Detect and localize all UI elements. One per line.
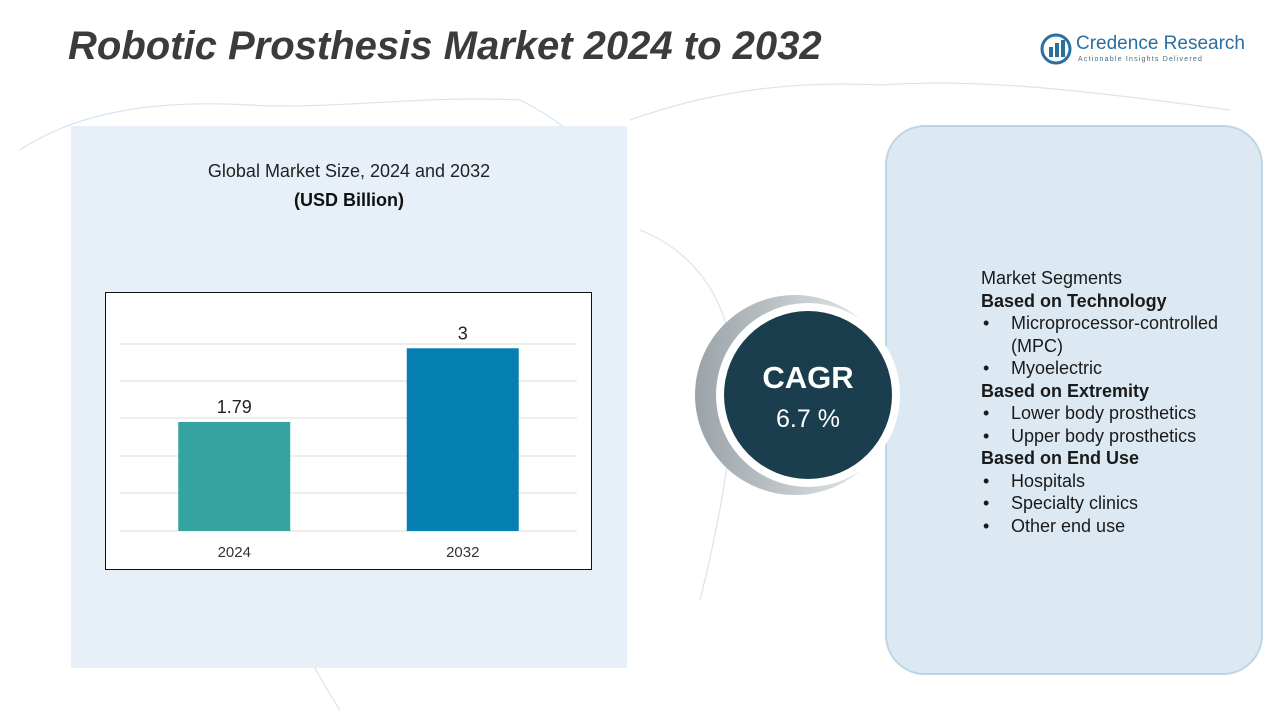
segment-group-title: Based on End Use (981, 448, 1140, 468)
chart-subtitle: (USD Billion) (294, 190, 404, 210)
data-label: 1.79 (217, 397, 252, 417)
chart-title: Global Market Size, 2024 and 2032 (207, 161, 491, 181)
segment-item: Upper body prosthetics (981, 425, 1271, 448)
segment-item: Other end use (981, 515, 1271, 538)
cagr-value: 6.7 % (776, 405, 840, 433)
segment-item: Hospitals (981, 470, 1271, 493)
segment-item: Lower body prosthetics (981, 402, 1271, 425)
page-title: Robotic Prosthesis Market 2024 to 2032 (68, 24, 822, 68)
segment-item: Microprocessor-controlled (MPC) (981, 312, 1271, 357)
segments-heading: Market Segments (981, 268, 1123, 288)
bar (178, 421, 291, 531)
logo-tagline: Actionable Insights Delivered (1078, 56, 1204, 63)
logo-name: Credence Research (1076, 33, 1245, 54)
segment-group-title: Based on Technology (981, 290, 1167, 311)
segment-item: Specialty clinics (981, 492, 1271, 515)
data-label: 3 (458, 323, 468, 343)
x-tick-label: 2024 (218, 544, 251, 561)
segment-item: Myoelectric (981, 357, 1271, 380)
x-tick-label: 2032 (446, 544, 479, 561)
bar (406, 348, 519, 531)
cagr-label: CAGR (762, 360, 853, 395)
segments-list: Market Segments Based on TechnologyMicro… (981, 267, 1271, 537)
bar-chart: 1.79 2024 3 2032 (105, 292, 592, 570)
segment-group-title: Based on Extremity (981, 380, 1150, 401)
cagr-badge: CAGR 6.7 % (695, 295, 900, 495)
logo-icon (1040, 33, 1072, 65)
